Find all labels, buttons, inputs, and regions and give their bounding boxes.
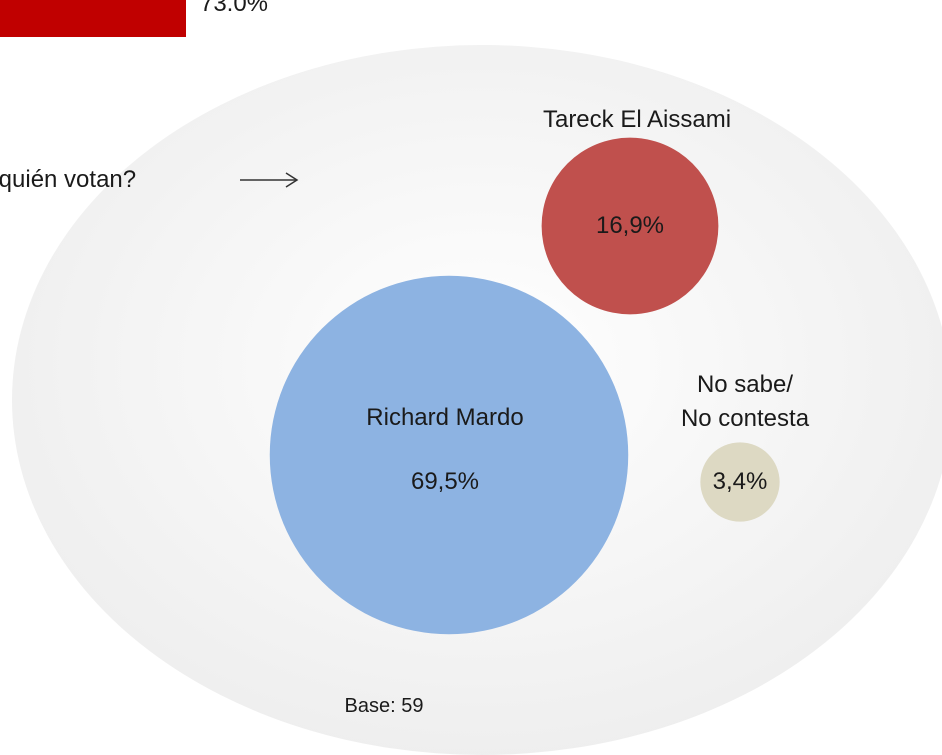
arrow-head: [285, 172, 299, 188]
base-note: Base: 59: [344, 695, 424, 717]
bar-value-label: 73.0%: [199, 0, 269, 17]
bubble-value: 3,4%: [712, 468, 768, 495]
bubble-value: 69,5%: [410, 468, 480, 495]
bubble-name: No sabe/ No contesta: [680, 371, 810, 432]
bar: [0, 0, 186, 37]
bubble-name: Tareck El Aissami: [542, 106, 732, 133]
bubble: [700, 442, 780, 522]
bubble: [269, 275, 629, 635]
bubble-value: 16,9%: [595, 212, 665, 239]
bubble-name: Richard Mardo: [366, 404, 524, 431]
question-text: r quién votan?: [0, 166, 137, 193]
bubble: [541, 137, 719, 315]
